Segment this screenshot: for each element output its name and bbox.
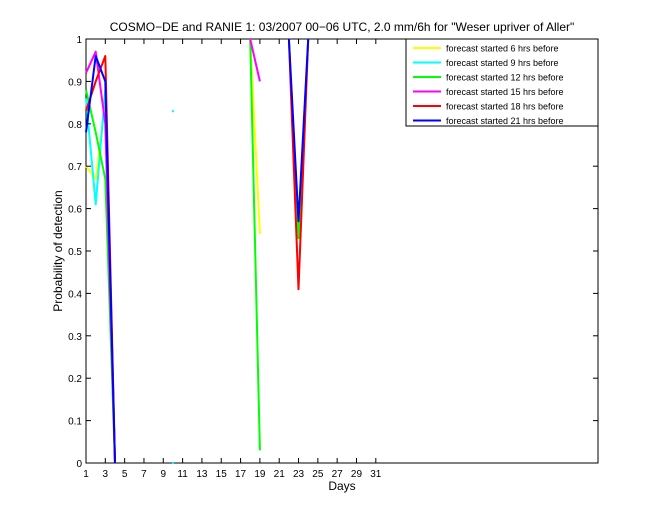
y-tick-label: 0.9 (68, 77, 82, 88)
legend-label: forecast started 21 hrs before (446, 116, 564, 126)
x-tick-label: 29 (351, 469, 363, 480)
x-tick-label: 5 (122, 469, 128, 480)
y-tick-label: 0 (76, 459, 82, 470)
legend-box (405, 38, 599, 127)
series-line (287, 38, 310, 223)
series-line (249, 38, 261, 82)
y-tick-label: 0.1 (68, 417, 82, 428)
y-tick-label: 0.8 (68, 120, 82, 131)
legend: forecast started 6 hrs before forecast st… (405, 38, 599, 127)
x-tick-label: 19 (254, 469, 266, 480)
x-tick-label: 9 (161, 469, 167, 480)
chart-title: COSMO−DE and RANIE 1: 03/2007 00−06 UTC,… (110, 20, 575, 34)
y-axis-label: Probability of detection (51, 190, 65, 311)
y-tick-label: 0.7 (68, 162, 82, 173)
y-tick-label: 0.4 (68, 289, 82, 300)
y-tick-label: 0.2 (68, 374, 82, 385)
x-axis-label: Days (328, 479, 355, 493)
series-6 (85, 38, 310, 464)
legend-label: forecast started 18 hrs before (446, 102, 564, 112)
series-layer (85, 38, 310, 464)
series-line (249, 38, 261, 451)
x-tick-label: 27 (332, 469, 344, 480)
series-line (287, 38, 310, 291)
x-tick-label: 13 (196, 469, 208, 480)
legend-label: forecast started 15 hrs before (446, 87, 564, 97)
x-tick-label: 23 (293, 469, 305, 480)
y-tick-label: 0.5 (68, 247, 82, 258)
x-tick-label: 17 (235, 469, 247, 480)
x-tick-label: 7 (141, 469, 147, 480)
x-tick-label: 1 (83, 469, 89, 480)
y-tick-label: 1 (76, 35, 82, 46)
series-line (85, 55, 116, 464)
y-tick-label: 0.6 (68, 205, 82, 216)
legend-label: forecast started 6 hrs before (446, 44, 559, 54)
legend-label: forecast started 9 hrs before (446, 58, 559, 68)
y-tick-label: 0.3 (68, 332, 82, 343)
x-tick-label: 31 (370, 469, 382, 480)
legend-label: forecast started 12 hrs before (446, 73, 564, 83)
y-axis: 0 0.1 0.2 0.3 0.4 0.5 0.6 0.7 0.8 0.9 1 (68, 35, 598, 470)
x-tick-label: 11 (177, 469, 188, 480)
x-tick-label: 3 (103, 469, 109, 480)
x-tick-label: 25 (312, 469, 324, 480)
x-tick-label: 21 (274, 469, 286, 480)
x-axis: 1 3 5 7 9 11 13 15 17 19 21 23 25 27 29 31 (83, 39, 382, 480)
x-tick-label: 15 (216, 469, 228, 480)
